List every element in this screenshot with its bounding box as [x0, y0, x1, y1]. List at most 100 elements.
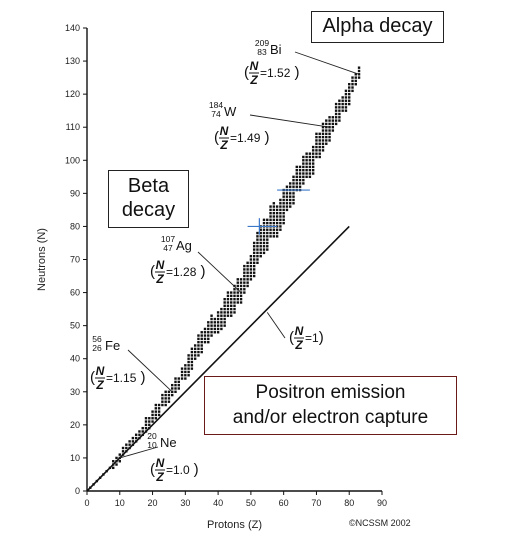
- y-tick-label: 110: [66, 122, 80, 132]
- nuclide-point: [292, 202, 295, 205]
- x-tick-label: 20: [148, 498, 158, 508]
- nuclide-point: [164, 400, 167, 403]
- nuclide-point: [302, 162, 305, 165]
- nuclide-point: [246, 268, 249, 271]
- nuclide-point: [213, 327, 217, 331]
- nuclide-point: [266, 241, 269, 245]
- nuclide-point: [285, 192, 289, 195]
- nuclide-point: [190, 367, 194, 370]
- y-tick-label: 80: [70, 221, 80, 231]
- nuclide-point: [203, 337, 207, 341]
- x-tick-label: 80: [344, 498, 354, 508]
- nuclide-point: [289, 182, 292, 185]
- nuclide-point: [272, 218, 276, 222]
- nuclide-point: [138, 430, 141, 433]
- nuclide-point: [282, 202, 285, 205]
- nuclide-point: [285, 205, 289, 208]
- nuclide-point: [239, 288, 243, 291]
- nuclide-point: [190, 350, 194, 354]
- nuclide-point: [148, 420, 151, 423]
- nuclide-point: [233, 297, 236, 301]
- x-tick-label: 30: [180, 498, 190, 508]
- nuclide-point: [230, 291, 233, 294]
- y-tick-label: 50: [70, 321, 80, 331]
- nuclide-point: [282, 221, 285, 225]
- y-tick-label: 10: [70, 453, 80, 463]
- nuclide-point: [210, 314, 213, 317]
- nuclide-point: [272, 205, 276, 208]
- nuclide-point: [275, 231, 279, 235]
- nuclide-point: [243, 268, 246, 271]
- nuclide-point: [344, 92, 348, 96]
- nuclide-point: [154, 407, 158, 410]
- nuclide-point: [269, 228, 272, 231]
- nuclide-point: [325, 135, 328, 139]
- nuclide-point: [311, 172, 315, 175]
- nuclide-point: [154, 410, 158, 413]
- nuclide-point: [272, 202, 276, 205]
- nuclide-point: [308, 165, 312, 169]
- nuclide-point: [308, 159, 312, 162]
- nuclide-point: [216, 331, 220, 334]
- nuclide-point: [203, 334, 207, 337]
- nuclide-point: [298, 175, 302, 179]
- nuclide-point: [266, 238, 269, 241]
- nuclide-point: [302, 165, 305, 169]
- nuclide-point: [315, 135, 318, 139]
- nuclide-point: [249, 261, 253, 265]
- ratio-open-paren: (: [90, 369, 95, 386]
- nuclide-point: [157, 413, 161, 417]
- nuclide-point: [269, 205, 272, 208]
- nuclide-point: [351, 79, 354, 83]
- nuclide-point: [279, 212, 282, 215]
- nuclide-point: [164, 390, 167, 393]
- nuclide-point: [272, 212, 276, 215]
- nuclide-point: [226, 304, 230, 307]
- nuclide-point: [187, 354, 190, 357]
- nuclide-point: [177, 383, 180, 387]
- nuclide-point: [144, 423, 148, 427]
- nuclide-point: [167, 397, 171, 400]
- nuclide-point: [348, 86, 351, 89]
- ratio-numerator: N: [250, 59, 259, 73]
- nuclide-point: [210, 324, 213, 327]
- nuclide-point: [190, 347, 194, 350]
- ratio-denominator: Z: [249, 73, 258, 87]
- nuclide-point: [223, 311, 226, 314]
- nuclide-point: [259, 254, 262, 258]
- nuclide-point: [285, 198, 289, 202]
- nuclide-point: [200, 331, 203, 334]
- x-tick-label: 60: [279, 498, 289, 508]
- x-tick-label: 40: [213, 498, 223, 508]
- nuclide-point: [161, 400, 164, 403]
- nuclide-point: [246, 261, 249, 265]
- nuclide-point: [325, 119, 328, 122]
- nuclide-point: [311, 169, 315, 172]
- nuclide-point: [256, 251, 259, 255]
- nuclide-point: [315, 139, 318, 142]
- beta-decay-label: Beta decay: [108, 170, 189, 228]
- nuclide-point: [289, 185, 292, 188]
- nuclide-point: [302, 175, 305, 179]
- nuclide-point: [348, 92, 351, 96]
- nuclide-point: [223, 314, 226, 317]
- element-symbol: Ag: [176, 238, 192, 253]
- nuclide-point: [246, 274, 249, 278]
- nuclide-point: [325, 126, 328, 129]
- ratio-denominator: Z: [155, 470, 164, 484]
- nuclide-point: [344, 109, 348, 112]
- nuclide-point: [167, 393, 171, 397]
- nuclide-point: [282, 212, 285, 215]
- ratio-numerator: N: [96, 364, 105, 378]
- nuclide-point: [207, 340, 210, 344]
- nuclide-point: [223, 301, 226, 304]
- nuclide-point: [210, 327, 213, 331]
- nuclide-point: [321, 132, 325, 136]
- nuclide-point: [348, 99, 351, 102]
- annotation-nz-equals-1: (NZ =1): [266, 312, 324, 352]
- nuclide-point: [289, 192, 292, 195]
- nuclide-point: [328, 129, 331, 132]
- nuclide-point: [239, 278, 243, 281]
- positron-emission-label: Positron emission and/or electron captur…: [204, 376, 457, 435]
